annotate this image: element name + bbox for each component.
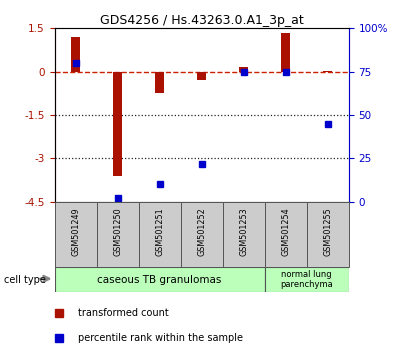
Text: cell type: cell type [4,275,46,285]
Text: GSM501253: GSM501253 [239,207,248,256]
Bar [55,267,265,292]
Text: GSM501252: GSM501252 [197,207,206,256]
Title: GDS4256 / Hs.43263.0.A1_3p_at: GDS4256 / Hs.43263.0.A1_3p_at [100,14,304,27]
Bar [223,202,265,267]
Bar [239,67,248,72]
Bar [307,202,349,267]
Text: GSM501255: GSM501255 [323,207,332,256]
Text: GSM501251: GSM501251 [155,207,164,256]
Bar [97,202,139,267]
Text: normal lung
parenchyma: normal lung parenchyma [280,270,333,289]
Bar [265,267,349,292]
Text: transformed count: transformed count [78,308,169,318]
Text: percentile rank within the sample: percentile rank within the sample [78,333,243,343]
Bar [139,202,181,267]
Bar [113,72,122,176]
Text: GSM501249: GSM501249 [71,207,80,256]
Bar [265,202,307,267]
Bar [71,37,80,72]
Bar [181,202,223,267]
Text: GSM501250: GSM501250 [113,207,122,256]
Text: GSM501254: GSM501254 [281,207,290,256]
Bar [55,202,97,267]
Bar [281,33,290,72]
Bar [155,72,164,93]
Bar [197,72,206,80]
Text: caseous TB granulomas: caseous TB granulomas [97,275,222,285]
Bar [323,71,332,72]
